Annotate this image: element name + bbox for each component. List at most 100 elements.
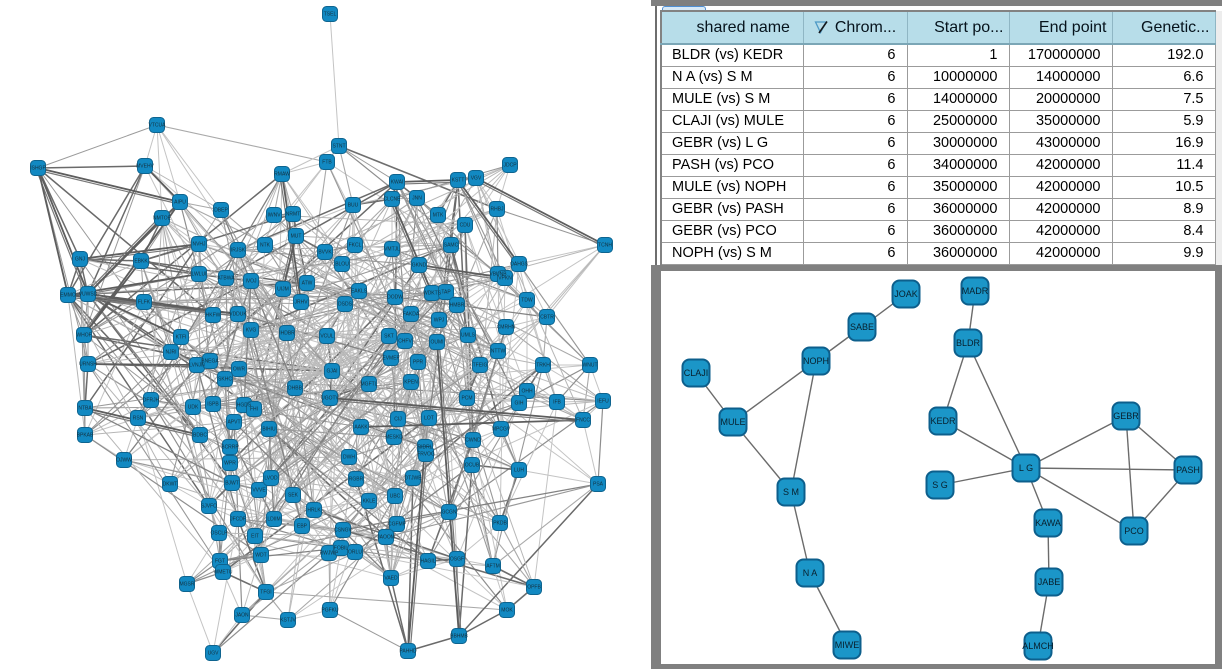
svg-text:MIWE: MIWE [835,640,860,650]
svg-text:ATBWA: ATBWA [217,276,235,282]
svg-text:WHOF: WHOF [76,333,91,339]
svg-text:HRLK: HRLK [307,508,321,514]
svg-text:DWH: DWH [343,455,355,461]
svg-text:FLFK: FLFK [138,300,151,306]
svg-text:L G: L G [1019,463,1033,473]
svg-text:STNT: STNT [332,144,345,150]
svg-text:CHFV: CHFV [398,339,412,345]
svg-text:OJWW: OJWW [116,458,132,464]
svg-text:VMTJL: VMTJL [384,247,400,253]
svg-text:MVEHV: MVEHV [136,164,154,170]
svg-text:BLOU: BLOU [335,262,349,268]
svg-text:OUMI: OUMI [430,340,443,346]
svg-text:WPR: WPR [224,461,236,467]
svg-text:KSTJV: KSTJV [280,618,296,624]
svg-text:ISPB: ISPB [207,402,219,408]
svg-text:PPR: PPR [413,360,424,366]
svg-text:BNEGA: BNEGA [201,359,219,365]
svg-text:RHBJ: RHBJ [490,207,504,213]
svg-text:KVG: KVG [246,328,257,334]
svg-text:KEDR: KEDR [930,416,956,426]
svg-text:N A: N A [803,568,818,578]
svg-text:RSN: RSN [133,416,144,422]
svg-text:UGOTV: UGOTV [321,396,339,402]
svg-text:BVVK: BVVK [318,250,332,256]
svg-text:DTJWE: DTJWE [404,476,422,482]
svg-text:KPEN: KPEN [404,380,418,386]
svg-text:NTTW: NTTW [491,349,506,355]
svg-text:CMRHN: CMRHN [497,325,516,331]
svg-text:DBEP: DBEP [214,208,228,214]
svg-text:EVMEF: EVMEF [382,356,399,362]
svg-text:OSCLP: OSCLP [211,531,229,537]
svg-text:EBKK: EBKK [134,259,148,265]
svg-text:VCUL: VCUL [320,334,334,340]
svg-text:PKDB: PKDB [493,521,507,527]
svg-text:MULE: MULE [720,417,745,427]
svg-text:CLCNE: CLCNE [384,197,402,203]
svg-text:DHBB: DHBB [288,386,303,392]
svg-text:JAON: JAON [235,613,249,619]
svg-text:LDIIM: LDIIM [267,517,280,523]
svg-text:NOPH: NOPH [803,356,829,366]
svg-text:NMTOE: NMTOE [153,216,172,222]
svg-text:VAED: VAED [384,576,398,582]
svg-text:GIH: GIH [515,401,524,407]
svg-text:HAGIL: HAGIL [420,559,435,565]
svg-text:JRHV: JRHV [294,300,308,306]
svg-text:PGFKU: PGFKU [321,608,339,614]
svg-text:OAHGS: OAHGS [510,262,529,268]
svg-text:DFRJH: DFRJH [143,398,160,404]
svg-text:SKHC: SKHC [218,377,232,383]
svg-text:FOBIL: FOBIL [334,546,349,552]
svg-text:DSDS: DSDS [338,302,353,308]
svg-text:EIT: EIT [251,534,259,540]
svg-text:KAWA: KAWA [1035,518,1061,528]
svg-text:MTK: MTK [433,213,444,219]
svg-text:FHI: FHI [250,407,258,413]
svg-text:EBP: EBP [297,524,308,530]
svg-text:TCNH: TCNH [598,243,612,249]
svg-text:KTFI: KTFI [176,335,187,341]
svg-text:FTB: FTB [322,160,332,166]
svg-text:GNJ: GNJ [75,257,86,263]
svg-text:UBC: UBC [390,494,401,500]
svg-text:NTBA: NTBA [78,406,92,412]
svg-text:IRJSK: IRJSK [231,248,246,254]
svg-text:PCM: PCM [461,396,472,402]
svg-text:CSNGV: CSNGV [334,528,352,534]
svg-text:TDW: TDW [521,298,533,304]
svg-text:WNUT: WNUT [583,363,598,369]
svg-text:TFEIG: TFEIG [473,363,488,369]
svg-text:CDU: CDU [460,223,471,229]
svg-text:JNN: JNN [412,196,422,202]
svg-text:MUT: MUT [291,234,302,240]
svg-text:GEBR: GEBR [1113,411,1139,421]
svg-text:ATW: ATW [302,281,313,287]
svg-text:CLAJI: CLAJI [684,368,709,378]
svg-text:JABE: JABE [1038,577,1061,587]
svg-text:LVNJN: LVNJN [189,363,205,369]
svg-text:MADR: MADR [962,286,989,296]
svg-text:PCO: PCO [1124,526,1144,536]
svg-text:OSGF: OSGF [450,557,464,563]
svg-text:SEK: SEK [288,493,299,499]
svg-text:RIDRL: RIDRL [417,445,432,451]
svg-text:OHH: OHH [521,389,533,395]
svg-text:TRKH: TRKH [536,363,550,369]
svg-text:FNCC: FNCC [576,418,590,424]
svg-text:TSEL: TSEL [324,12,337,18]
svg-text:LUH: LUH [514,468,524,474]
svg-text:VVVE: VVVE [252,488,266,494]
svg-text:HMBR: HMBR [450,303,465,309]
svg-text:LOT: LOT [424,416,434,422]
svg-text:HGDS: HGDS [237,403,252,409]
svg-text:VGV: VGV [471,176,482,182]
svg-text:DODW: DODW [387,295,403,301]
svg-text:DKWT: DKWT [163,482,178,488]
svg-text:WPJ: WPJ [434,318,445,324]
svg-text:PAHHD: PAHHD [399,649,417,655]
svg-text:VUWSD: VUWSD [79,292,98,298]
svg-text:UGV: UGV [208,651,220,657]
svg-text:LWLUI: LWLUI [192,272,207,278]
